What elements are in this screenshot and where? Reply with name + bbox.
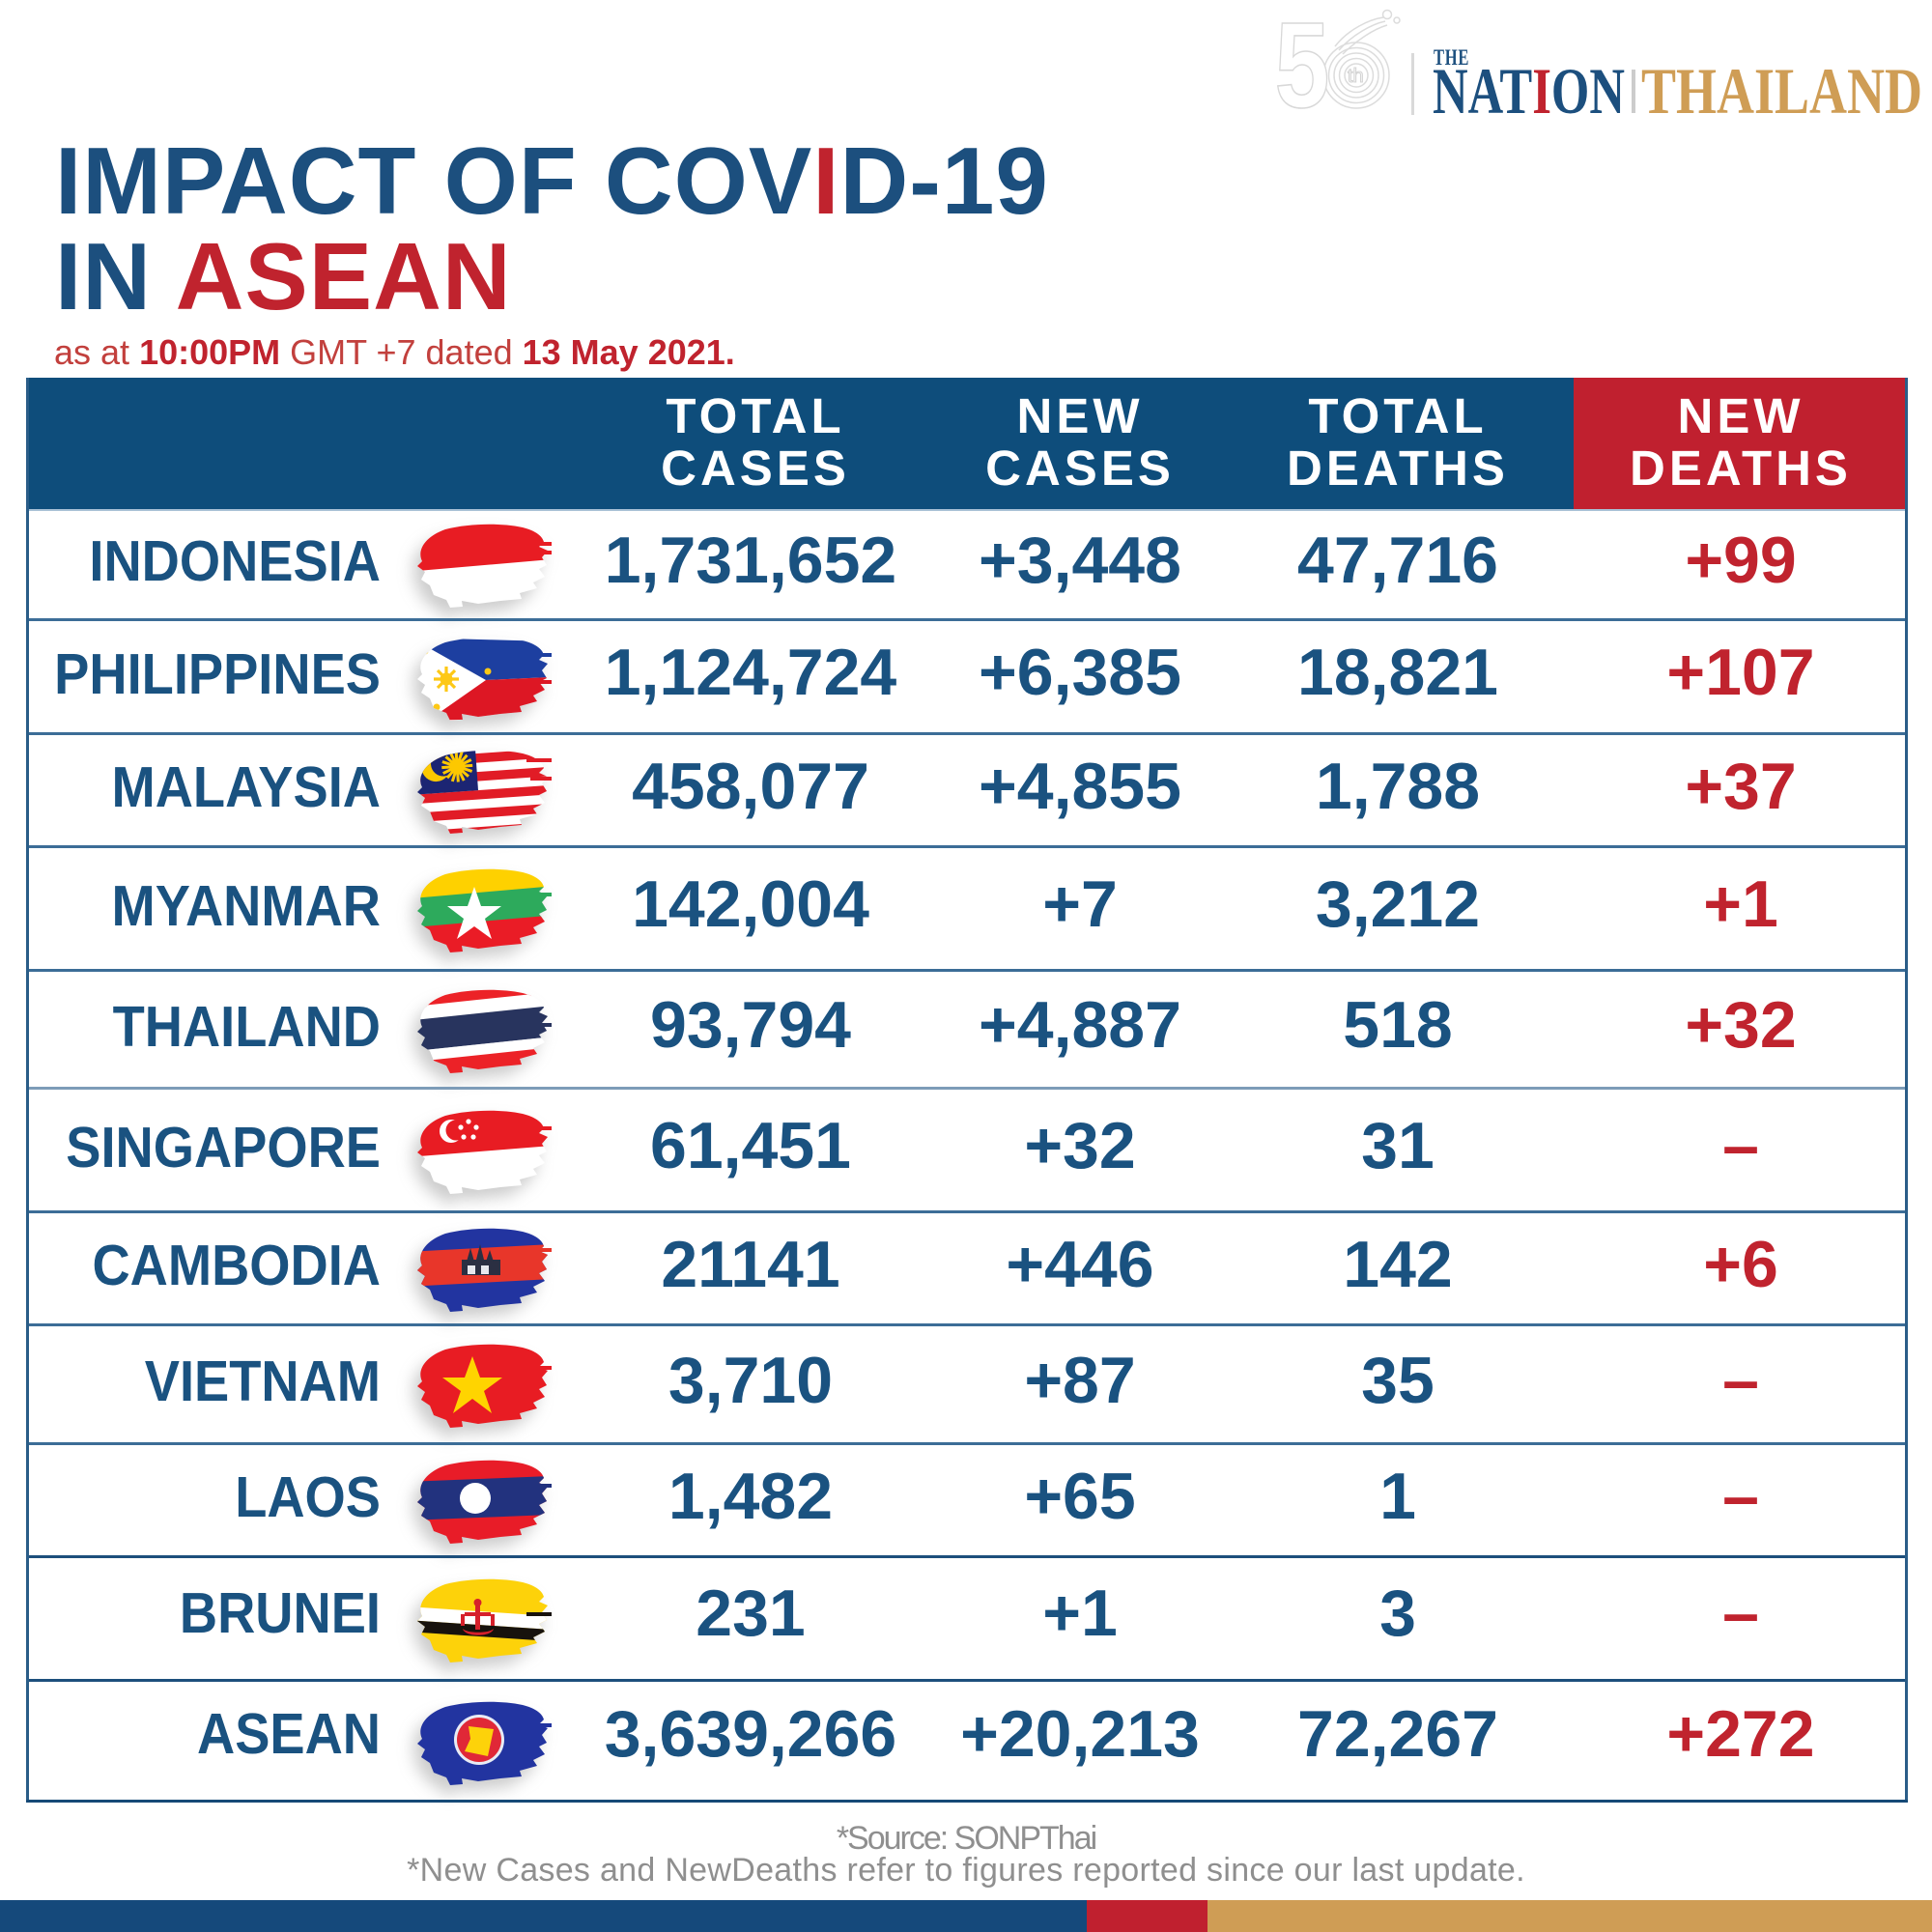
svg-text:5: 5: [1275, 8, 1330, 120]
svg-text:th: th: [1348, 66, 1364, 87]
